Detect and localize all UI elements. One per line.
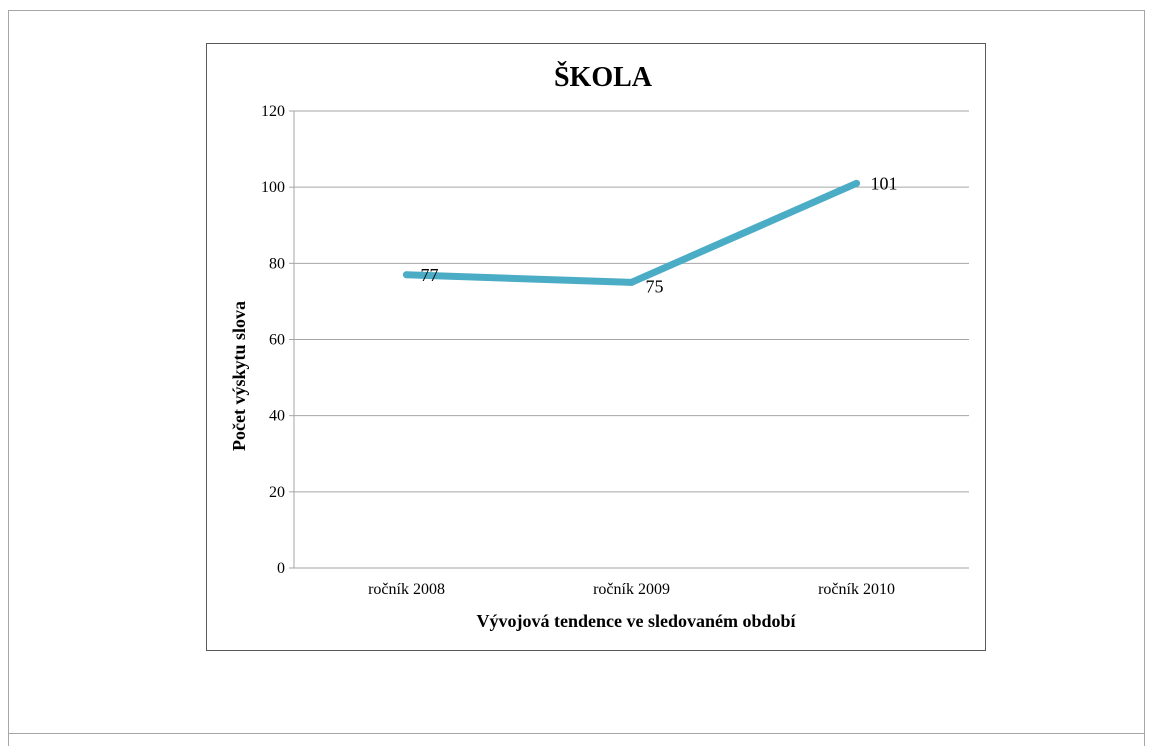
data-labels: 77 75 101 — [421, 173, 898, 296]
data-point — [853, 179, 860, 187]
y-tick-label: 40 — [269, 408, 285, 425]
y-tick-label: 100 — [261, 179, 285, 196]
data-label: 77 — [421, 265, 439, 285]
data-label: 75 — [646, 276, 664, 296]
x-axis-title: Vývojová tendence ve sledovaném období — [477, 611, 797, 631]
y-axis-title: Počet výskytu slova — [229, 301, 249, 451]
gridlines — [289, 110, 969, 569]
page-bottom-rule — [8, 733, 1145, 734]
data-point — [403, 271, 410, 279]
chart-title: ŠKOLA — [554, 62, 653, 93]
page-top-rule — [8, 10, 1145, 11]
y-tick-label: 0 — [277, 560, 285, 577]
page-left-rule — [8, 10, 9, 746]
y-tick-labels: 0 20 40 60 80 100 120 — [261, 103, 285, 577]
x-tick-label: ročník 2009 — [593, 581, 670, 598]
y-tick-label: 60 — [269, 332, 285, 349]
data-point — [628, 278, 635, 286]
x-tick-label: ročník 2010 — [818, 581, 895, 598]
page-right-rule — [1144, 10, 1145, 746]
x-tick-labels: ročník 2008 ročník 2009 ročník 2010 — [368, 581, 895, 598]
y-tick-label: 120 — [261, 103, 285, 120]
y-tick-label: 20 — [269, 484, 285, 501]
series-line — [403, 179, 860, 286]
chart-frame: ŠKOLA 0 20 40 60 80 100 120 ročník 2008 ročník … — [206, 43, 986, 651]
y-tick-label: 80 — [269, 255, 285, 272]
x-tick-label: ročník 2008 — [368, 581, 445, 598]
series-layer — [403, 179, 860, 286]
data-label: 101 — [871, 173, 898, 193]
